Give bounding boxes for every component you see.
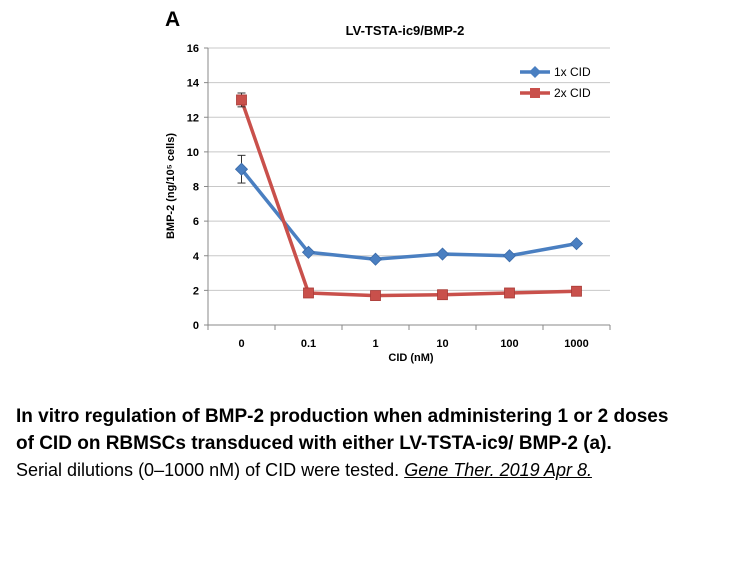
y-tick-label: 10: [187, 147, 199, 159]
y-tick-label: 6: [193, 216, 199, 228]
data-point: [301, 245, 316, 259]
data-point: [569, 237, 584, 251]
series-line: [239, 99, 577, 298]
legend-marker: [529, 66, 541, 78]
legend-marker: [530, 88, 540, 98]
x-tick-label: 1: [372, 338, 378, 350]
data-point: [370, 290, 381, 301]
y-tick-label: 16: [187, 43, 199, 55]
y-tick-label: 8: [193, 182, 199, 194]
data-point: [236, 94, 247, 106]
data-point: [437, 289, 448, 301]
caption-line-1: In vitro regulation of BMP-2 production …: [16, 406, 669, 427]
y-axis-label: BMP-2 (ng/10⁵ cells): [165, 133, 177, 239]
data-point: [234, 162, 249, 176]
series-line: [240, 168, 577, 261]
caption-line-3: Serial dilutions (0–1000 nM) of CID were…: [16, 457, 746, 483]
x-tick-label: 100: [500, 338, 518, 350]
data-point: [435, 247, 450, 261]
gridlines: [208, 47, 610, 291]
y-tick-label: 14: [187, 78, 200, 90]
x-axis: 0 0.1 1 10 100 1000: [207, 324, 611, 350]
data-point: [502, 249, 517, 263]
x-axis-label: CID (nM): [388, 352, 434, 364]
series-2: [236, 92, 582, 301]
citation-link[interactable]: Gene Ther. 2019 Apr 8.: [404, 460, 592, 480]
legend-item: 1x CID: [520, 65, 591, 79]
series-layer: [234, 92, 584, 301]
legend-label: 2x CID: [554, 86, 591, 100]
x-tick-label: 0: [238, 338, 244, 350]
figure-caption: In vitro regulation of BMP-2 production …: [16, 403, 746, 483]
data-point: [303, 287, 314, 299]
caption-line-2: of CID on RBMSCs transduced with either …: [16, 433, 612, 454]
series-1: [234, 154, 584, 266]
y-tick-label: 2: [193, 285, 199, 297]
x-tick-label: 0.1: [301, 338, 316, 350]
caption-text: Serial dilutions (0–1000 nM) of CID were…: [16, 460, 405, 480]
y-tick-label: 4: [193, 251, 200, 263]
y-tick-label: 12: [187, 112, 199, 124]
chart-title: LV-TSTA-ic9/BMP-2: [346, 23, 465, 38]
legend-item: 2x CID: [520, 86, 591, 100]
data-point: [368, 252, 383, 266]
legend: 1x CID 2x CID: [520, 65, 591, 100]
x-tick-label: 10: [436, 338, 448, 350]
panel-label: A: [165, 8, 181, 31]
line-chart: LV-TSTA-ic9/BMP-2 0 2 4 6 8 10 12 14 16 0 0.1 1 10 1…: [165, 23, 611, 364]
data-point: [504, 287, 515, 299]
y-tick-label: 0: [193, 320, 199, 332]
y-axis: 0 2 4 6 8 10 12 14 16: [187, 43, 209, 332]
legend-label: 1x CID: [554, 65, 591, 79]
x-tick-label: 1000: [564, 338, 588, 350]
data-point: [571, 285, 582, 297]
